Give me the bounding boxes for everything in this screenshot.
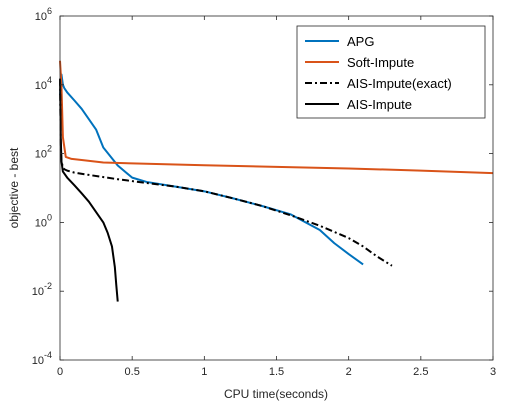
x-tick-label: 1 — [201, 366, 207, 378]
legend-label: Soft-Impute — [347, 55, 414, 70]
x-axis-label: CPU time(seconds) — [224, 387, 328, 401]
x-tick-label: 0 — [57, 366, 63, 378]
x-tick-label: 3 — [490, 366, 496, 378]
y-tick-label: 100 — [35, 212, 52, 229]
legend-label: AIS-Impute(exact) — [347, 76, 452, 91]
x-tick-label: 0.5 — [125, 366, 140, 378]
y-tick-label: 104 — [35, 75, 52, 92]
y-tick-label: 102 — [35, 144, 52, 161]
series-line-0 — [59, 73, 364, 266]
x-tick-label: 2 — [346, 366, 352, 378]
y-tick-label: 10-4 — [32, 350, 52, 367]
tick-layer: 0 0.5 1 1.5 2 2.5 3 10-4 10-2 100 102 104 106 — [32, 6, 496, 378]
series-line-1 — [59, 60, 494, 175]
y-axis-label: objective - best — [7, 147, 21, 228]
legend-label: AIS-Impute — [347, 97, 412, 112]
legend-label: APG — [347, 34, 374, 49]
x-tick-label: 2.5 — [413, 366, 428, 378]
x-tick-label: 1.5 — [269, 366, 284, 378]
series-layer — [59, 60, 494, 302]
y-tick-label: 106 — [35, 6, 52, 23]
y-tick-label: 10-2 — [32, 281, 52, 298]
series-line-2 — [59, 78, 393, 267]
series-line-3 — [59, 78, 119, 302]
legend: APG Soft-Impute AIS-Impute(exact) AIS-Imput… — [296, 25, 486, 119]
